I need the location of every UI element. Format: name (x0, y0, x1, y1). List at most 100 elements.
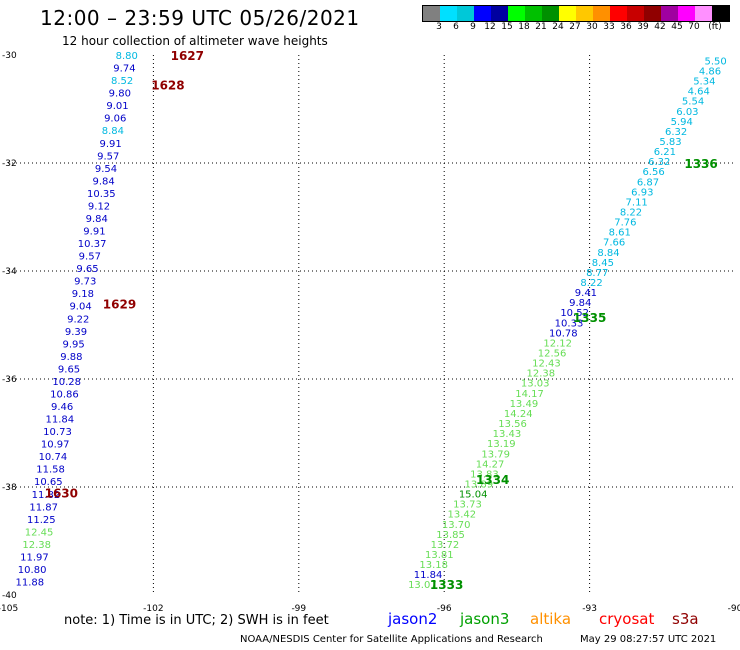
wave-height-reading: 9.88 (60, 352, 82, 363)
wave-height-reading: 8.84 (102, 126, 124, 137)
wave-height-reading: 9.65 (76, 264, 98, 275)
wave-height-reading: 10.28 (52, 377, 81, 388)
scale-swatch (457, 6, 474, 21)
wave-height-reading: 10.52 (560, 308, 589, 319)
wave-height-reading: 9.65 (58, 364, 80, 375)
pass-time-label: 1627 (171, 49, 204, 63)
wave-height-reading: 10.33 (555, 318, 584, 329)
pass-time-label: 1629 (103, 297, 136, 311)
scale-swatch (491, 6, 508, 21)
credit-line: NOAA/NESDIS Center for Satellite Applica… (240, 634, 543, 645)
wave-height-reading: 8.22 (580, 278, 602, 289)
color-scale-labels: 3 6 9 12 15 18 21 24 27 30 33 36 39 42 45 70 (ft) (422, 22, 728, 34)
x-tick-label: -102 (143, 604, 163, 614)
wave-height-reading: 11.84 (414, 570, 443, 581)
wave-height-reading: 9.91 (99, 139, 121, 150)
wave-height-reading: 9.01 (106, 101, 128, 112)
wave-height-reading: 9.18 (72, 289, 94, 300)
scale-swatch (576, 6, 593, 21)
scale-swatch (695, 6, 712, 21)
scale-label: 42 (654, 22, 666, 32)
wave-height-reading: 9.22 (67, 314, 89, 325)
scale-swatch (508, 6, 525, 21)
wave-height-reading: 13.56 (498, 419, 527, 430)
wave-height-reading: 12.45 (25, 527, 54, 538)
wave-height-reading: 8.84 (597, 248, 619, 259)
wave-height-reading: 11.84 (45, 415, 74, 426)
scale-swatch (678, 6, 695, 21)
wave-height-reading: 10.86 (50, 389, 79, 400)
pass-time-label: 1630 (45, 486, 78, 500)
wave-height-reading: 13.49 (510, 399, 539, 410)
wave-height-reading: 6.32 (665, 127, 687, 138)
wave-height-reading: 12.43 (532, 359, 561, 370)
scale-label: 3 (436, 22, 442, 32)
wave-height-reading: 8.77 (586, 268, 608, 279)
x-tick-label: -105 (0, 604, 18, 614)
legend-s3a: s3a (672, 610, 699, 628)
wave-height-reading: 11.87 (29, 502, 58, 513)
x-tick-label: -96 (437, 604, 452, 614)
scale-swatch (525, 6, 542, 21)
pass-time-label: 1333 (430, 578, 463, 592)
wave-height-reading: 14.27 (476, 459, 505, 470)
scale-swatch (593, 6, 610, 21)
pass-time-label: 1334 (476, 473, 509, 487)
wave-height-reading: 8.52 (111, 76, 133, 87)
wave-height-reading: 12.38 (526, 369, 555, 380)
wave-height-reading: 13.73 (453, 500, 482, 511)
scale-label: 21 (535, 22, 547, 32)
y-tick-label: -32 (2, 159, 17, 169)
pass-time-label: 1336 (684, 157, 717, 171)
wave-height-reading: 15.04 (459, 490, 488, 501)
wave-height-reading: 11.58 (36, 465, 65, 476)
scale-swatch (712, 6, 729, 21)
wave-height-reading: 9.74 (113, 64, 135, 75)
scale-label: 45 (671, 22, 683, 32)
wave-height-reading: 14.24 (504, 409, 533, 420)
wave-height-reading: 8.45 (592, 258, 614, 269)
wave-height-reading: 13.70 (442, 520, 471, 531)
wave-height-reading: 9.80 (109, 89, 131, 100)
scale-swatch (661, 6, 678, 21)
wave-height-reading: 13.42 (448, 510, 477, 521)
wave-height-reading: 9.57 (97, 151, 119, 162)
wave-height-reading: 10.78 (549, 328, 578, 339)
wave-height-reading: 10.35 (87, 189, 116, 200)
wave-height-reading: 10.74 (39, 452, 68, 463)
x-tick-label: -93 (582, 604, 597, 614)
y-tick-label: -38 (2, 483, 17, 493)
scale-label: 70 (688, 22, 700, 32)
legend-altika: altika (530, 610, 572, 628)
wave-height-reading: 9.84 (569, 298, 591, 309)
scale-swatch (610, 6, 627, 21)
wave-height-reading: 9.84 (86, 214, 108, 225)
wave-height-reading: 5.50 (704, 56, 726, 67)
wave-height-reading: 8.61 (609, 228, 631, 239)
scale-swatch (627, 6, 644, 21)
scale-swatch (474, 6, 491, 21)
scale-swatch (542, 6, 559, 21)
legend-cryosat: cryosat (599, 610, 655, 628)
map-subtitle: 12 hour collection of altimeter wave hei… (62, 34, 328, 48)
wave-height-reading: 6.21 (654, 147, 676, 158)
scale-label: 27 (569, 22, 581, 32)
wave-height-reading: 13.43 (493, 429, 522, 440)
wave-height-reading: 13.89 (464, 479, 493, 490)
wave-height-reading: 4.86 (699, 66, 721, 77)
wave-height-reading: 9.06 (104, 114, 126, 125)
y-tick-label: -36 (2, 375, 17, 385)
scale-label: 12 (484, 22, 496, 32)
pass-time-label: 1628 (151, 79, 184, 93)
wave-height-reading: 13.18 (419, 560, 448, 571)
wave-height-reading: 8.22 (620, 207, 642, 218)
wave-height-reading: 13.03 (521, 379, 550, 390)
wave-height-reading: 7.66 (603, 238, 625, 249)
scale-swatch (644, 6, 661, 21)
scale-swatch (559, 6, 576, 21)
map-title: 12:00 – 23:59 UTC 05/26/2021 (40, 6, 360, 30)
wave-height-reading: 9.12 (88, 201, 110, 212)
wave-height-reading: 5.34 (693, 77, 715, 88)
wave-height-reading: 6.93 (631, 187, 653, 198)
